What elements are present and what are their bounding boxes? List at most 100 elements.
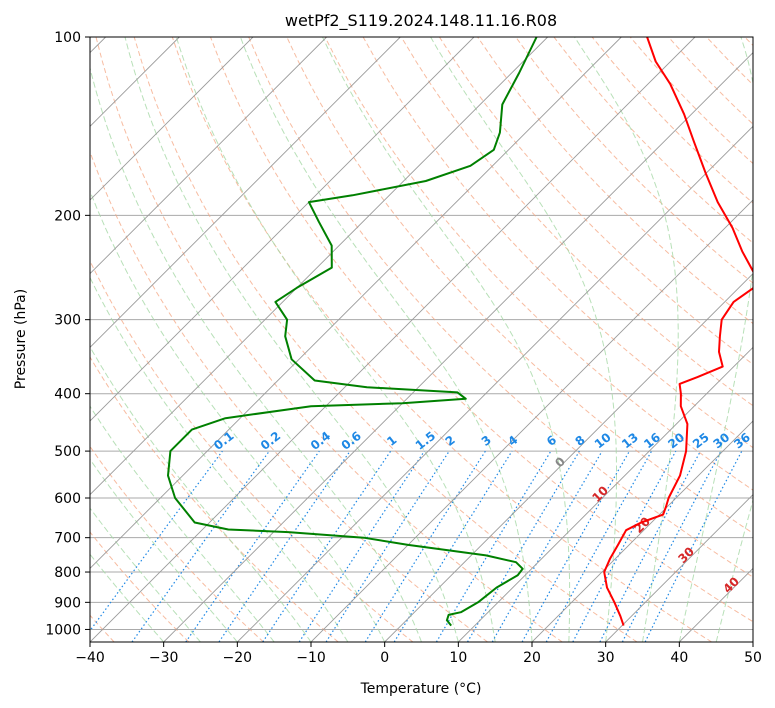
x-tick-label: −30: [149, 650, 179, 666]
mixing-ratio-line: [185, 450, 320, 642]
moist-adiabat-label: 40: [720, 574, 742, 596]
moist-adiabat-line: [574, 37, 679, 642]
isotherm-line: [531, 420, 753, 642]
mixing-ratio-line: [298, 450, 425, 642]
mixing-ratio-label: 13: [619, 430, 641, 451]
axes: −40 −30 −20 −10 0 10 20 30 40 5010020030040050060…: [45, 30, 762, 666]
moist-adiabat-line: [90, 405, 275, 642]
x-tick-label: 40: [670, 650, 688, 666]
x-tick-label: 0: [380, 650, 389, 666]
moist-adiabat-label: 30: [675, 544, 697, 566]
x-tick-label: −40: [75, 650, 105, 666]
moist-adiabat-line: [430, 37, 617, 642]
mixing-ratio-label: 3: [479, 433, 494, 449]
moist-adiabat-line: [90, 276, 349, 642]
y-tick-label: 500: [54, 444, 81, 460]
y-tick-label: 200: [54, 208, 81, 224]
isotherm-line: [90, 37, 254, 201]
dry-adiabat-line: [438, 37, 753, 366]
dry-adiabat-line: [171, 37, 712, 642]
mixing-ratio-label: 1: [384, 433, 399, 449]
isotherm-line: [310, 199, 753, 642]
dry-adiabat-line: [90, 259, 414, 642]
y-tick-label: 400: [54, 387, 81, 403]
moist-adiabat-line: [124, 37, 459, 642]
dry-adiabat-line: [90, 356, 339, 642]
mixing-ratio-label: 16: [641, 430, 663, 451]
mixing-ratio-line: [90, 450, 223, 632]
mixing-ratio-label: 10: [592, 430, 614, 451]
y-tick-label: 600: [54, 491, 81, 507]
mixing-ratio-line: [545, 450, 653, 642]
isotherm-line: [90, 37, 401, 348]
x-tick-label: −10: [296, 650, 326, 666]
moist-adiabat-line: [175, 37, 496, 642]
mixing-ratio-line: [393, 450, 513, 642]
x-tick-label: −20: [223, 650, 253, 666]
y-tick-label: 800: [54, 565, 81, 581]
dry-adiabat-line: [210, 37, 753, 623]
moist-adiabat-line: [678, 37, 753, 642]
chart-title: wetPf2_S119.2024.148.11.16.R08: [285, 11, 557, 31]
dry-adiabat-line: [133, 37, 638, 642]
moist-adiabat-line: [239, 37, 533, 642]
mixing-ratio-label: 0.2: [258, 429, 283, 453]
mixing-ratio-label: 30: [710, 430, 732, 451]
dry-adiabat-line: [90, 445, 264, 642]
isotherm-line: [605, 494, 753, 642]
dry-adiabat-line: [95, 37, 563, 642]
dry-adiabat-line: [90, 531, 190, 642]
mixing-ratio-line: [262, 450, 392, 642]
dry-adiabat-line: [744, 37, 753, 47]
x-tick-label: 20: [523, 650, 541, 666]
mixing-ratio-line: [466, 450, 580, 642]
x-tick-label: 30: [597, 650, 615, 666]
moist-adiabat-line: [90, 507, 201, 642]
moist-adiabats: [90, 37, 753, 642]
mixing-ratio-line: [521, 450, 631, 642]
mixing-ratio-label: 2: [443, 433, 458, 449]
isotherm-line: [384, 273, 753, 642]
dry-adiabat-line: [706, 37, 753, 86]
mixing-ratio-label: 0.1: [211, 429, 236, 453]
moist-adiabat-line: [90, 553, 165, 642]
mixing-ratio-line: [218, 450, 351, 642]
x-tick-label: 10: [449, 650, 467, 666]
mixing-ratio-label: 0.6: [339, 429, 364, 453]
mixing-ratio-line: [621, 450, 722, 642]
isotherm-line: [237, 125, 753, 642]
moist-adiabat-label: 10: [589, 483, 611, 505]
mixing-ratio-line: [131, 450, 270, 642]
temperature-profile-line: [603, 37, 753, 626]
y-tick-label: 1000: [45, 622, 81, 638]
data-series: [167, 37, 753, 627]
dry-adiabat-line: [90, 150, 488, 642]
mixing-ratio-label: 36: [731, 430, 753, 451]
moist-adiabat-line: [90, 345, 312, 642]
dry-adiabat-line: [400, 37, 753, 407]
dry-adiabats: [90, 37, 753, 642]
mixing-ratio-line: [644, 450, 743, 642]
mixing-ratio-label: 0.4: [308, 429, 333, 453]
isotherm-line: [163, 52, 753, 642]
moist-adiabat-line: [715, 498, 753, 642]
moist-adiabat-line: [90, 189, 386, 642]
mixing-ratio-lines: [90, 450, 743, 642]
isotherm-grid: [90, 37, 753, 642]
moist-adiabat-line: [322, 37, 571, 642]
mixing-ratio-line: [572, 450, 677, 642]
plot-area: 0.10.20.40.611.52346810131620253036-100-…: [90, 37, 753, 642]
y-tick-label: 100: [54, 30, 81, 46]
y-axis-label: Pressure (hPa): [13, 289, 29, 389]
y-tick-label: 700: [54, 531, 81, 547]
isotherm-line: [90, 37, 327, 275]
moist-adiabat-label: 0: [552, 454, 568, 470]
isotherm-line: [90, 37, 622, 569]
isotherm-line: [90, 37, 696, 642]
dry-adiabat-line: [515, 37, 753, 284]
isotherm-line: [752, 641, 753, 642]
isotherm-line: [458, 346, 753, 642]
isotherm-line: [90, 37, 548, 496]
reference-line-labels: 0.10.20.40.611.52346810131620253036-100-…: [211, 429, 753, 596]
isobar-grid: [90, 37, 753, 630]
